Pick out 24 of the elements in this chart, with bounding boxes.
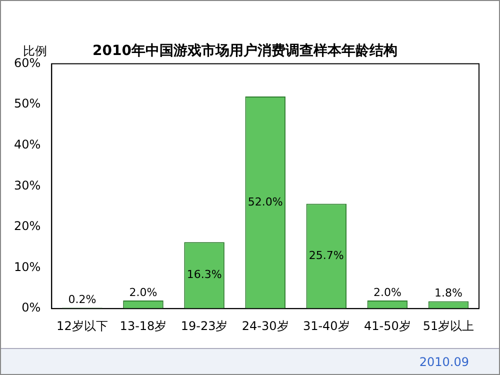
- chart-title: 2010年中国游戏市场用户消费调查样本年龄结构: [92, 42, 398, 60]
- y-tick-label: 50%: [14, 96, 41, 111]
- x-tick-label: 24-30岁: [242, 318, 289, 333]
- x-tick-label: 12岁以下: [56, 318, 108, 333]
- data-label: 25.7%: [308, 249, 344, 262]
- y-tick-label: 60%: [14, 56, 41, 70]
- data-label: 0.2%: [68, 293, 96, 306]
- x-tick-label: 31-40岁: [302, 318, 350, 333]
- y-tick-label: 30%: [14, 178, 41, 192]
- data-label: 16.3%: [186, 268, 222, 282]
- y-tick-label: 40%: [14, 138, 41, 152]
- y-tick-label: 0%: [22, 300, 41, 315]
- text: 2010.09: [419, 354, 469, 368]
- x-tick-label: 13-18岁: [120, 318, 167, 333]
- data-label: 52.0%: [248, 195, 283, 208]
- x-tick-label: 19-23岁: [180, 318, 228, 333]
- x-tick-label: 41-50岁: [364, 318, 411, 333]
- data-label: 2.0%: [129, 286, 158, 299]
- y-axis-title: 比例: [23, 43, 47, 58]
- y-tick-label: 10%: [14, 260, 41, 274]
- data-label: 1.8%: [434, 286, 462, 300]
- y-tick-label: 20%: [14, 219, 41, 234]
- data-label: 2.0%: [373, 286, 402, 299]
- x-tick-label: 51岁以上: [422, 318, 474, 333]
